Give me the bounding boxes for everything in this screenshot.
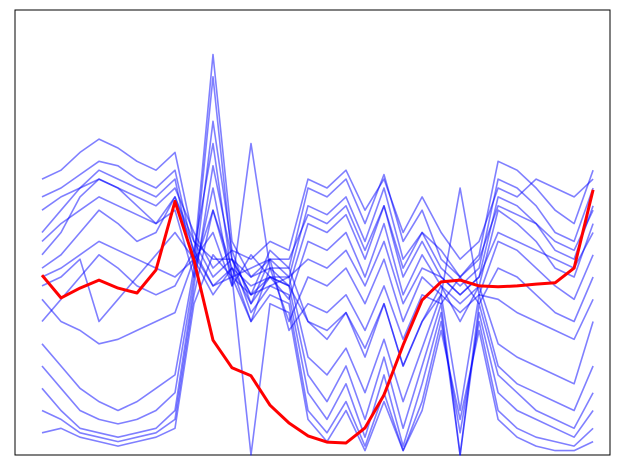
- series-line: [41, 231, 594, 367]
- series-line: [41, 76, 594, 412]
- series-line: [41, 169, 594, 323]
- series-line: [41, 142, 594, 341]
- series-line: [41, 169, 594, 269]
- series-line: [41, 160, 594, 305]
- series-line: [41, 138, 594, 296]
- series-line: [41, 254, 594, 456]
- series-line: [41, 178, 594, 305]
- series-line: [41, 53, 594, 385]
- series-line: [41, 209, 594, 452]
- series-line: [41, 196, 594, 305]
- series-line: [41, 142, 594, 323]
- series-line: [41, 165, 594, 456]
- highlight-line: [40, 189, 595, 445]
- plot-frame: [14, 9, 611, 456]
- series-line: [41, 196, 594, 278]
- series-line: [41, 120, 594, 456]
